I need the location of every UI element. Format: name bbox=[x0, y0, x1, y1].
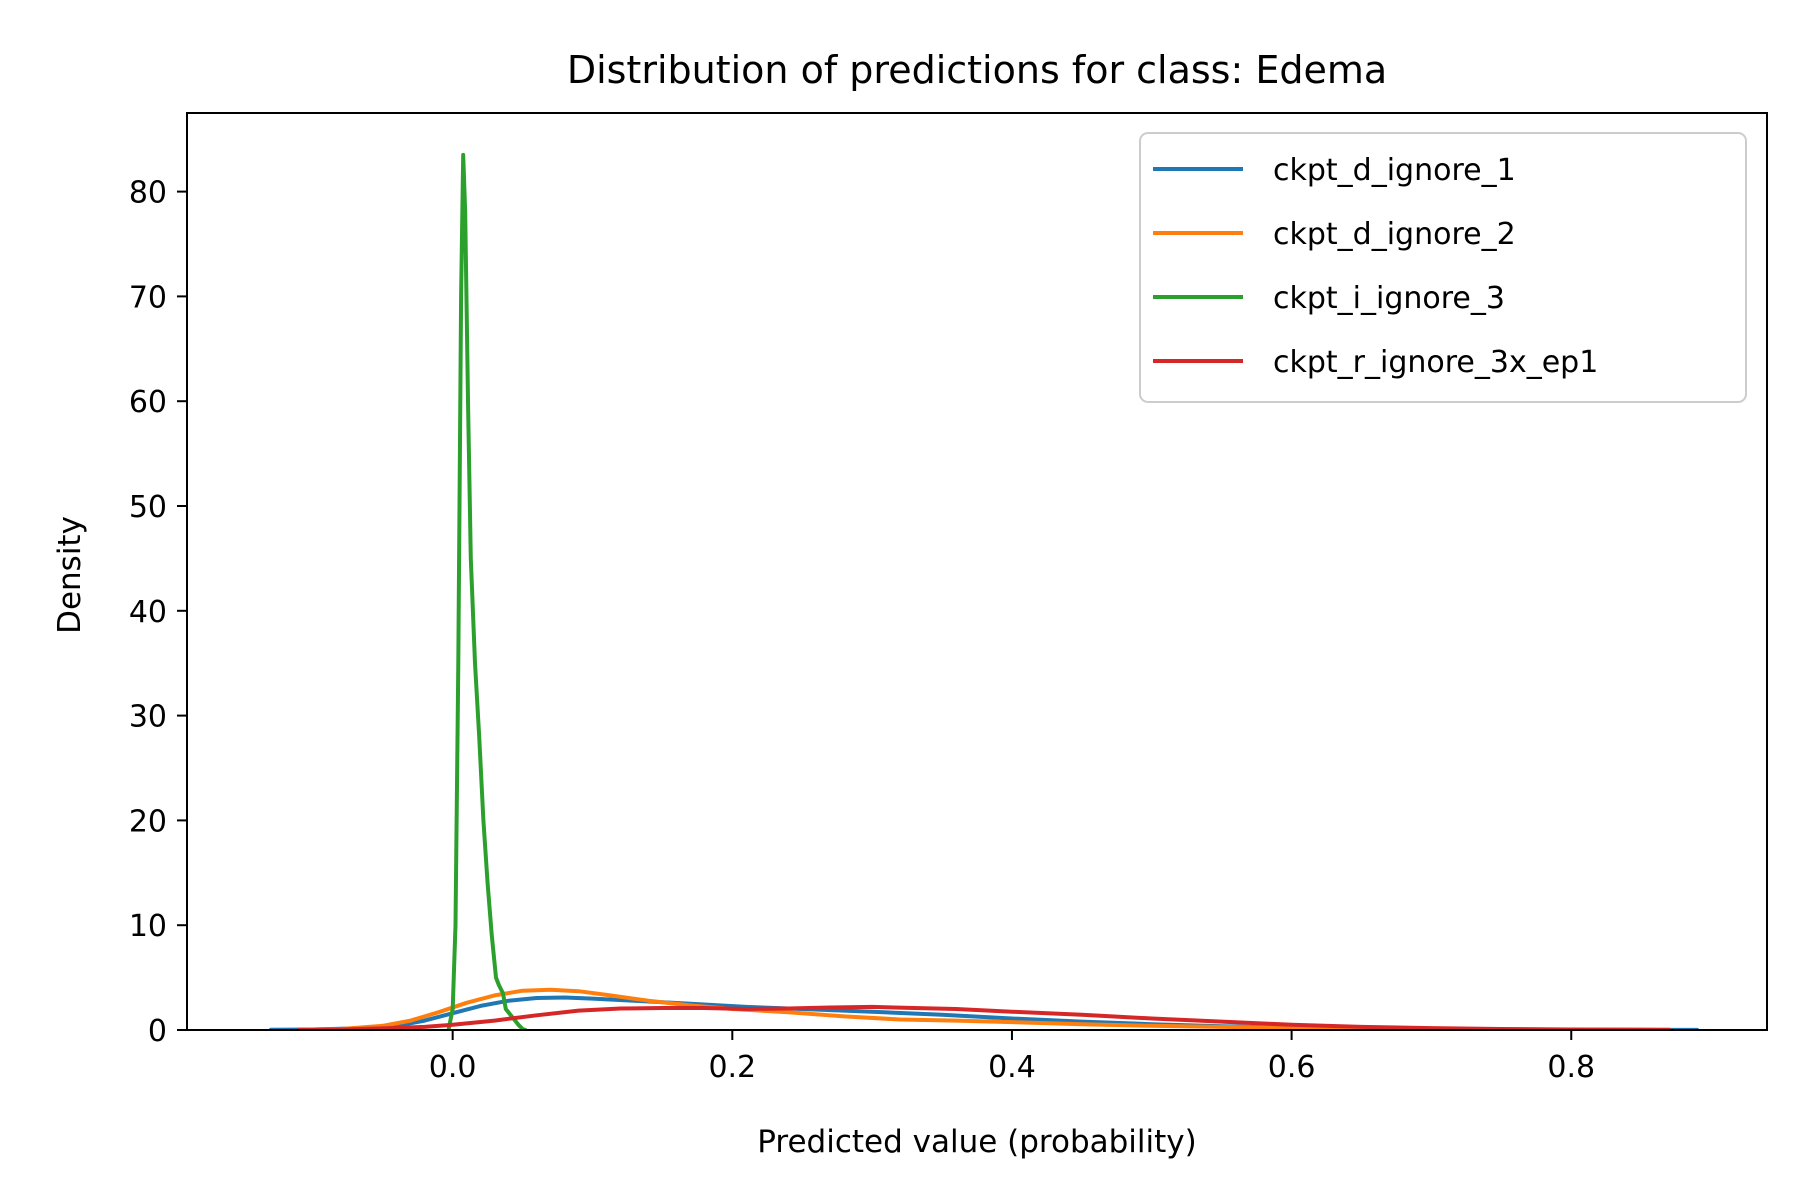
x-tick-label: 0.6 bbox=[1268, 1050, 1316, 1085]
y-tick-label: 60 bbox=[129, 385, 167, 420]
series-layer bbox=[268, 152, 1700, 1030]
chart-title: Distribution of predictions for class: E… bbox=[567, 48, 1387, 92]
y-tick-label: 30 bbox=[129, 700, 167, 735]
legend-label: ckpt_d_ignore_2 bbox=[1273, 217, 1516, 252]
y-tick-label: 40 bbox=[129, 595, 167, 630]
legend-label: ckpt_i_ignore_3 bbox=[1273, 281, 1505, 316]
legend-label: ckpt_d_ignore_1 bbox=[1273, 153, 1516, 188]
legend: ckpt_d_ignore_1 ckpt_d_ignore_2 ckpt_i_ign… bbox=[1139, 132, 1747, 403]
legend-label: ckpt_r_ignore_3x_ep1 bbox=[1273, 345, 1598, 380]
x-tick-label: 0.4 bbox=[988, 1050, 1036, 1085]
x-axis-label: Predicted value (probability) bbox=[757, 1124, 1197, 1160]
plot-frame bbox=[186, 112, 1768, 1031]
y-tick-label: 50 bbox=[129, 490, 167, 525]
y-tick-label: 0 bbox=[148, 1014, 167, 1049]
series-line-ckpt_r_ignore_3x_ep1 bbox=[296, 1004, 1672, 1030]
x-tick-label: 0.8 bbox=[1547, 1050, 1595, 1085]
x-tick-label: 0.2 bbox=[708, 1050, 756, 1085]
y-tick-label: 10 bbox=[129, 909, 167, 944]
y-tick-label: 80 bbox=[129, 176, 167, 211]
legend-box bbox=[1139, 132, 1747, 403]
y-tick-label: 20 bbox=[129, 804, 167, 839]
y-axis-label: Density bbox=[52, 516, 88, 634]
x-axis: 0.0 0.2 0.4 0.6 0.8 bbox=[429, 1030, 1595, 1085]
y-tick-label: 70 bbox=[129, 280, 167, 315]
x-tick-label: 0.0 bbox=[429, 1050, 477, 1085]
y-axis: 0 10 20 30 40 50 60 70 80 bbox=[129, 176, 187, 1049]
series-line-ckpt_i_ignore_3 bbox=[446, 152, 528, 1030]
